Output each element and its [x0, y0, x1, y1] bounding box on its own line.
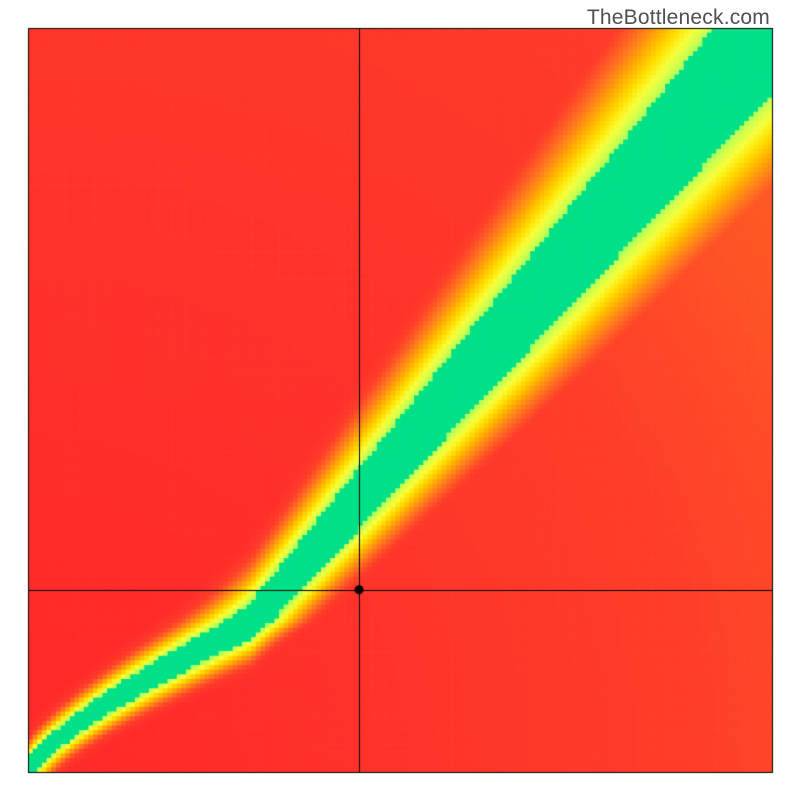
watermark-label: TheBottleneck.com: [587, 6, 770, 30]
heatmap-canvas: [0, 0, 800, 800]
chart-container: TheBottleneck.com: [0, 0, 800, 800]
